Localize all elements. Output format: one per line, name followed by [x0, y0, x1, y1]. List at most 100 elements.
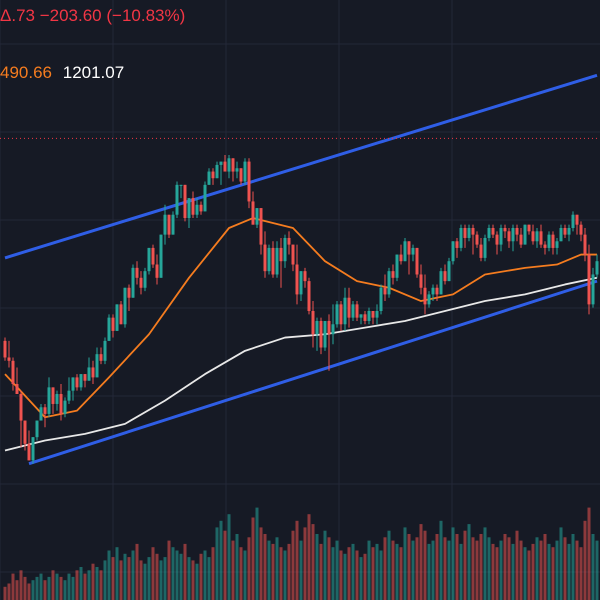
candle-body-20	[83, 374, 87, 381]
volume-bar-124	[499, 540, 503, 600]
candle-7	[31, 437, 35, 464]
candle-63	[255, 208, 259, 228]
candle-65	[263, 231, 267, 278]
volume-bar-32	[131, 550, 135, 600]
candle-37	[151, 244, 155, 268]
volume-bar-93	[375, 543, 379, 600]
volume-bar-116	[467, 524, 471, 600]
candle-body-77	[311, 311, 315, 335]
volume-bar-106	[427, 543, 431, 600]
volume-bar-58	[235, 534, 239, 600]
volume-bar-44	[179, 553, 183, 600]
candle-body-23	[95, 354, 99, 378]
candle-108	[435, 284, 439, 302]
candle-body-6	[27, 443, 31, 461]
candle-127	[511, 224, 515, 252]
candle-body-80	[323, 320, 327, 348]
candle-13	[55, 390, 59, 411]
candle-92	[371, 311, 375, 325]
volume-bar-76	[307, 514, 311, 600]
candle-49	[199, 201, 203, 215]
candle-body-79	[319, 320, 323, 348]
candle-body-133	[535, 231, 539, 242]
candle-body-139	[559, 228, 563, 242]
candle-96	[387, 267, 391, 298]
candle-body-114	[459, 228, 463, 248]
candle-body-97	[391, 271, 395, 278]
candle-body-56	[227, 158, 231, 172]
candle-body-107	[431, 287, 435, 295]
volume-bar-139	[559, 527, 563, 600]
volume-bar-146	[587, 507, 591, 600]
volume-bar-80	[323, 530, 327, 600]
candle-121	[487, 224, 491, 242]
candle-79	[319, 317, 323, 355]
candle-body-65	[263, 244, 267, 272]
candle-21	[87, 357, 91, 381]
volume-bar-85	[343, 553, 347, 600]
candle-body-57	[231, 158, 235, 172]
candle-body-51	[207, 171, 211, 185]
candle-body-81	[327, 320, 331, 335]
candle-body-55	[223, 161, 227, 172]
candle-body-92	[371, 311, 375, 318]
candle-39	[159, 234, 163, 278]
volume-bar-25	[103, 560, 107, 600]
candle-body-19	[79, 374, 83, 388]
candle-76	[307, 277, 311, 315]
candle-125	[503, 224, 507, 238]
candle-body-35	[143, 271, 147, 288]
candle-136	[547, 231, 551, 252]
candle-body-41	[167, 214, 171, 235]
channel-line-0[interactable]	[4, 73, 598, 260]
trend-channel[interactable]	[4, 73, 598, 466]
volume-bar-143	[575, 540, 579, 600]
volume-bar-110	[443, 537, 447, 600]
channel-line-1[interactable]	[28, 279, 598, 466]
candle-128	[515, 224, 519, 242]
volume-bar-137	[551, 547, 555, 600]
candle-body-7	[31, 437, 35, 461]
candle-68	[275, 241, 279, 278]
candle-3	[15, 367, 19, 394]
volume-bar-57	[231, 540, 235, 600]
volume-bar-9	[39, 573, 43, 600]
candle-body-48	[195, 204, 199, 215]
candle-120	[483, 234, 487, 262]
candle-body-33	[135, 267, 139, 278]
candle-body-120	[483, 237, 487, 258]
candle-99	[399, 244, 403, 265]
candle-body-102	[411, 247, 415, 255]
candle-body-85	[343, 297, 347, 325]
candle-body-147	[591, 274, 595, 305]
volume-bar-68	[275, 537, 279, 600]
candle-body-37	[151, 247, 155, 265]
candle-body-70	[283, 237, 287, 262]
volume-bars	[3, 507, 599, 600]
candle-116	[467, 224, 471, 242]
ma-slow-value: 1201.07	[62, 63, 125, 82]
ma-legend: 490.66 1201.07	[0, 63, 124, 83]
volume-bar-43	[175, 550, 179, 600]
volume-bar-129	[519, 540, 523, 600]
volume-bar-94	[379, 550, 383, 600]
candle-0	[3, 337, 7, 361]
volume-bar-20	[83, 573, 87, 600]
volume-bar-14	[59, 576, 63, 600]
candle-131	[527, 224, 531, 235]
volume-bar-123	[495, 547, 499, 600]
candle-body-105	[423, 287, 427, 305]
candle-31	[127, 284, 131, 311]
candle-142	[571, 211, 575, 232]
volume-bar-46	[187, 557, 191, 600]
candle-body-58	[235, 168, 239, 172]
candle-55	[223, 154, 227, 172]
candle-body-140	[563, 228, 567, 235]
candle-122	[491, 224, 495, 238]
volume-bar-33	[135, 543, 139, 600]
candle-body-73	[295, 264, 299, 295]
candle-body-99	[399, 254, 403, 262]
candle-145	[583, 228, 587, 262]
